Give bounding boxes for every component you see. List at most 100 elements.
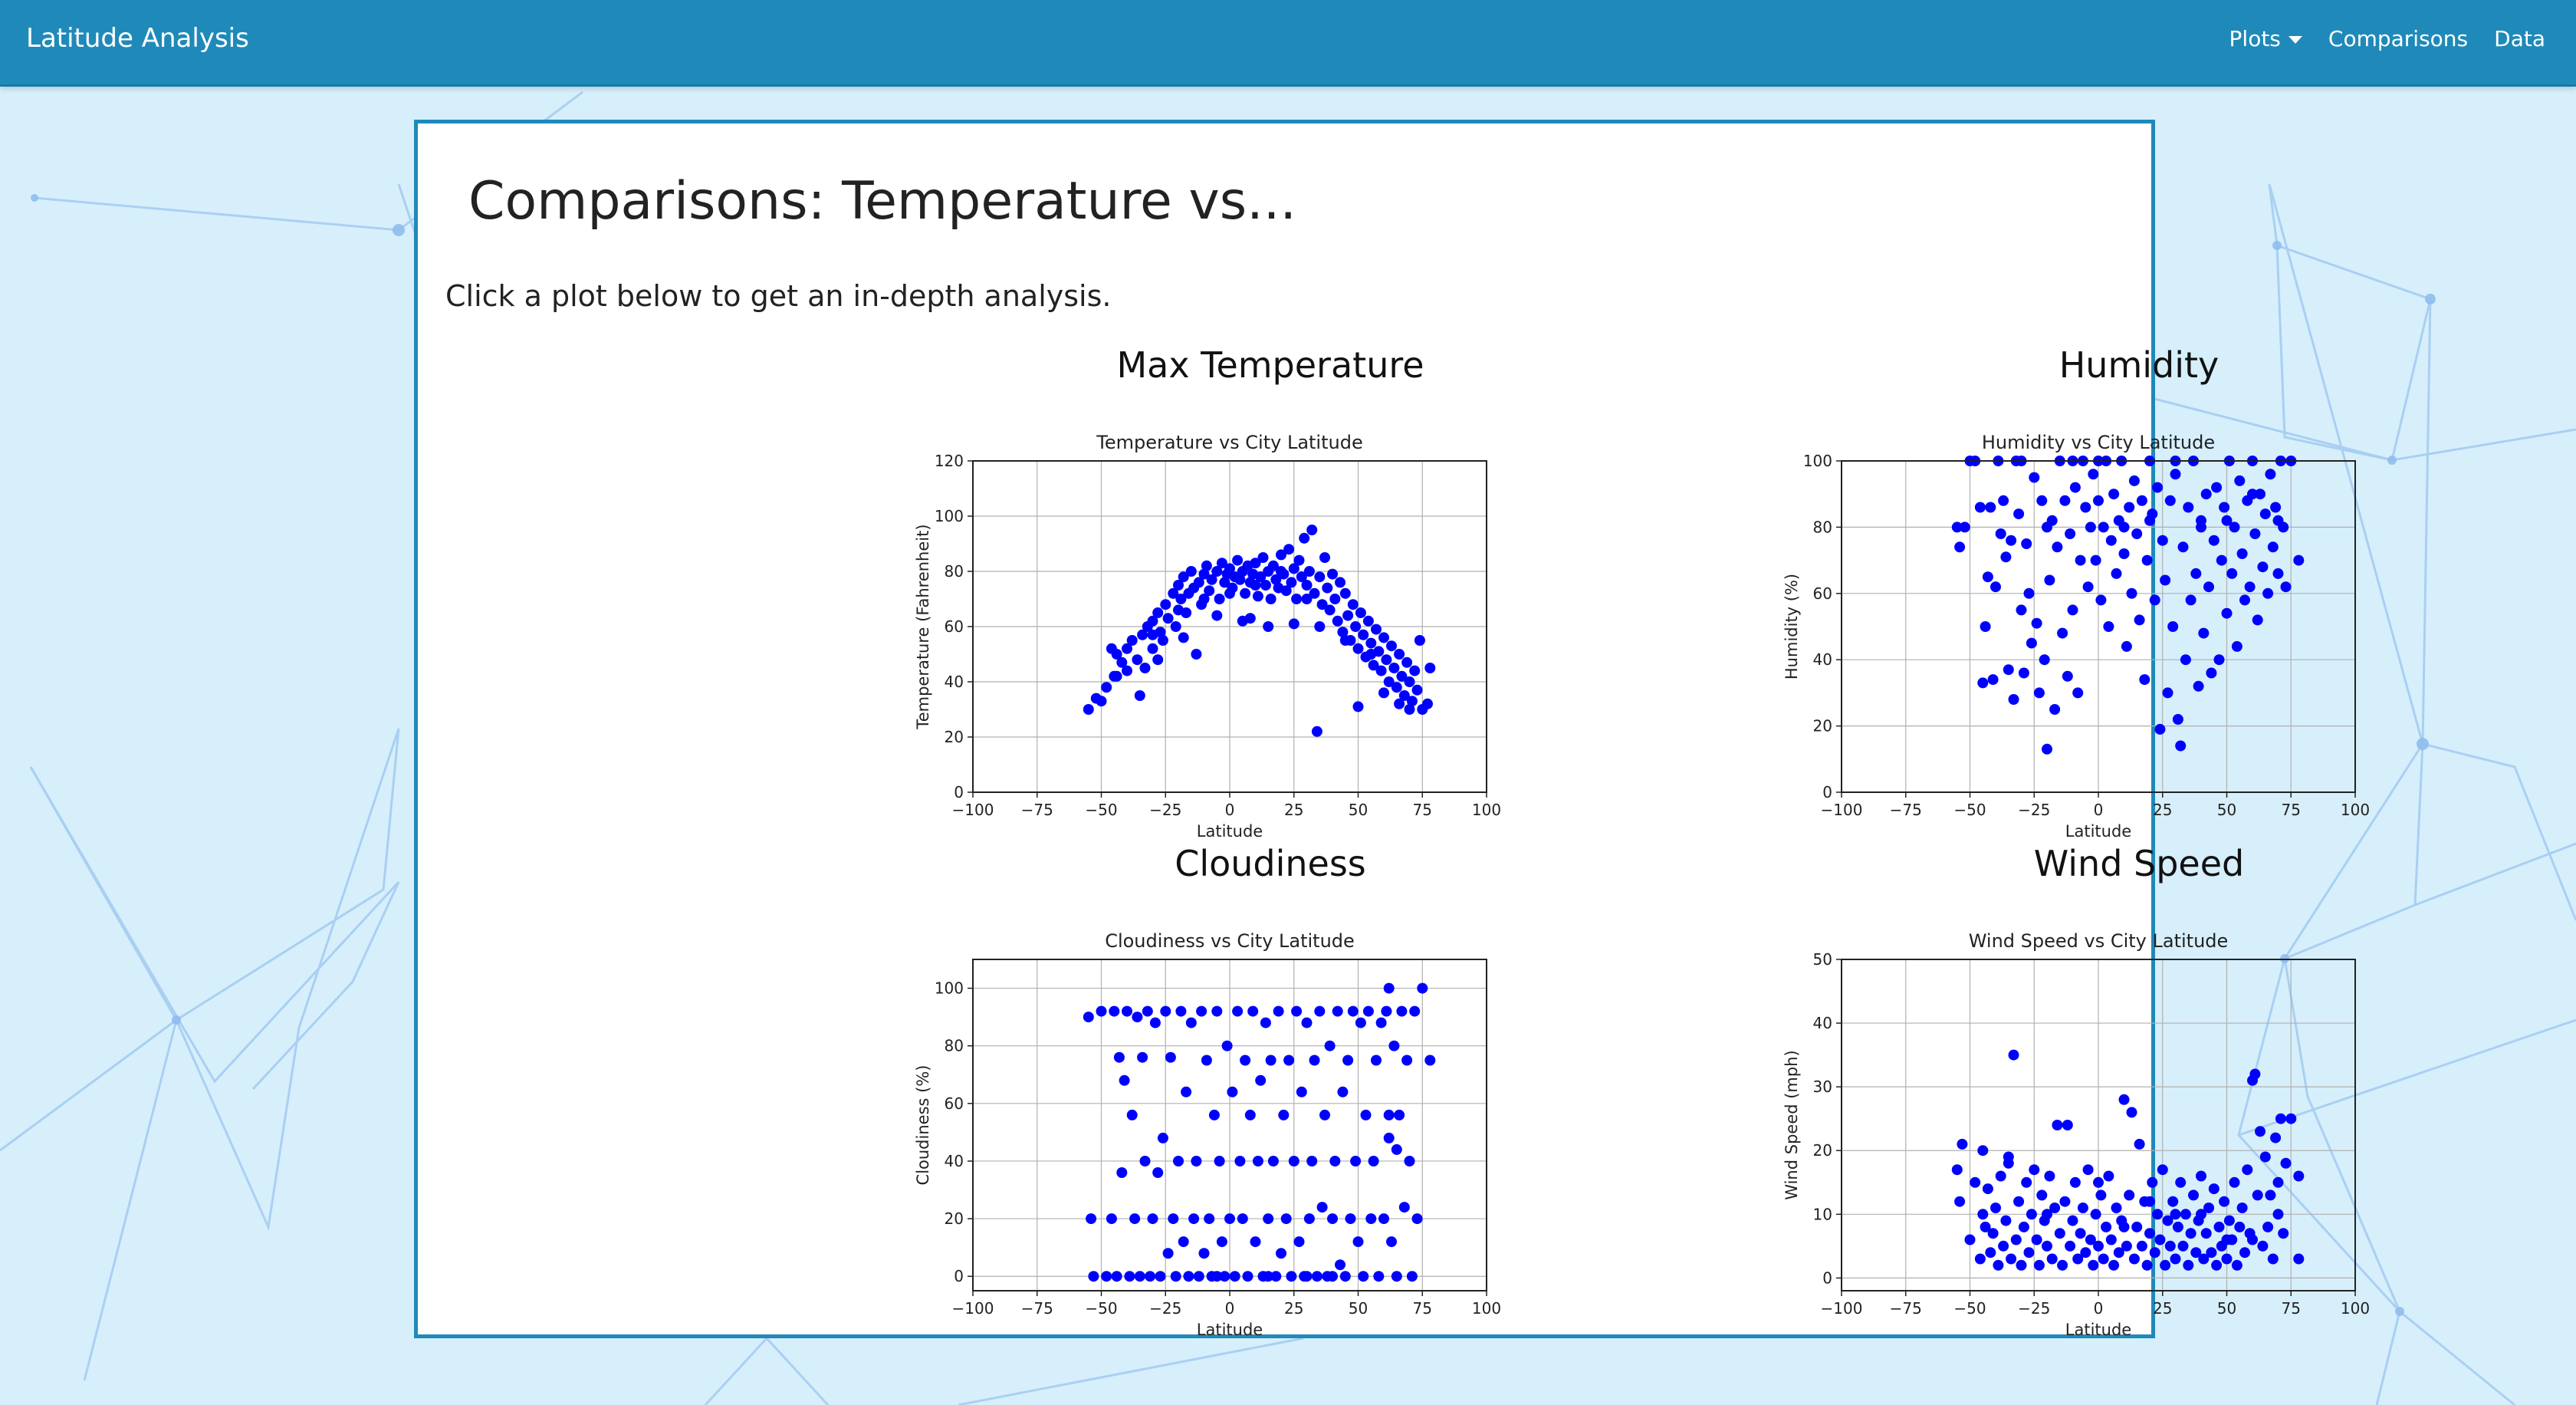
data-point	[1083, 1012, 1094, 1023]
data-point	[1147, 643, 1158, 654]
nav-item-plots[interactable]: Plots	[2229, 26, 2302, 51]
data-point	[1247, 1005, 1259, 1017]
data-point	[2118, 548, 2130, 559]
data-point	[2175, 740, 2187, 752]
data-point	[1250, 580, 1261, 591]
x-tick-label: −50	[1953, 1299, 1986, 1318]
data-point	[2144, 1228, 2155, 1239]
data-point	[2042, 743, 2052, 755]
y-tick-label: 40	[1813, 650, 1832, 669]
data-point	[1193, 577, 1204, 588]
wind-speed-plot[interactable]: Wind Speed vs City Latitude −100 −75 −50 −25…	[1769, 921, 2383, 1351]
data-point	[1954, 1196, 1966, 1207]
data-point	[1122, 665, 1132, 676]
data-point	[2162, 1215, 2174, 1226]
data-point	[1250, 558, 1261, 569]
data-point	[2216, 554, 2227, 566]
data-point	[1162, 613, 1174, 624]
data-point	[1329, 594, 1341, 604]
data-point	[2136, 1240, 2147, 1252]
data-point	[1216, 1236, 1227, 1248]
temperature-plot[interactable]: Temperature vs City Latitude −100 −75 −50 −2…	[901, 423, 1514, 852]
nav-item-data[interactable]: Data	[2494, 26, 2545, 51]
data-point	[1255, 1074, 1267, 1086]
data-point	[2203, 581, 2214, 593]
data-point	[1391, 1271, 1402, 1282]
y-tick-label: 50	[1813, 950, 1832, 969]
data-point	[1424, 663, 1436, 673]
data-point	[1977, 1145, 1989, 1157]
data-point	[2049, 704, 2061, 715]
data-point	[1332, 615, 1343, 627]
data-point	[1122, 1005, 1132, 1017]
y-tick-label: 80	[945, 562, 964, 581]
cloudiness-plot[interactable]: Cloudiness vs City Latitude −100 −75 −50 −25…	[901, 921, 1514, 1351]
data-point	[1358, 1271, 1369, 1282]
data-point	[2196, 522, 2206, 533]
chart-title: Humidity vs City Latitude	[1982, 432, 2215, 453]
data-point	[2280, 1157, 2292, 1169]
data-point	[2036, 495, 2048, 506]
data-point	[2152, 482, 2164, 493]
data-point	[1267, 1156, 1279, 1166]
x-tick-label: −50	[1085, 1299, 1117, 1318]
y-tick-label: 40	[945, 673, 964, 691]
navbar-brand[interactable]: Latitude Analysis	[26, 23, 249, 54]
data-point	[2021, 538, 2032, 549]
data-point	[1980, 1221, 1991, 1232]
humidity-plot[interactable]: Humidity vs City Latitude −100 −75 −50 −25 0 2…	[1769, 423, 2383, 852]
data-point	[2134, 614, 2145, 626]
data-point	[1301, 580, 1313, 591]
data-point	[1982, 571, 1993, 583]
data-point	[2008, 694, 2019, 705]
data-point	[2098, 1253, 2109, 1265]
data-point	[2139, 674, 2150, 686]
data-point	[1165, 1051, 1176, 1063]
data-point	[1373, 1271, 1385, 1282]
data-point	[2113, 1247, 2124, 1259]
data-point	[1168, 587, 1179, 599]
x-tick-label: −25	[2018, 801, 2050, 819]
data-point	[2111, 568, 2122, 579]
data-point	[1132, 654, 1143, 666]
data-point	[1368, 1156, 1379, 1166]
data-point	[2170, 1209, 2181, 1220]
data-point	[1394, 698, 1405, 709]
x-tick-label: −75	[1021, 1299, 1053, 1318]
y-tick-label: 10	[1813, 1205, 1832, 1223]
data-point	[2141, 1259, 2153, 1271]
data-point	[1404, 1156, 1415, 1166]
data-point	[1309, 1055, 1320, 1066]
data-point	[1270, 1271, 1282, 1282]
data-point	[1201, 560, 1212, 571]
data-point	[1267, 560, 1279, 571]
data-point	[1993, 1259, 2004, 1271]
chart-title: Cloudiness vs City Latitude	[1105, 930, 1355, 952]
data-point	[1378, 687, 1389, 699]
data-point	[1345, 1213, 1356, 1225]
data-point	[1234, 574, 1246, 585]
data-point	[1394, 649, 1405, 660]
data-point	[2075, 1228, 2086, 1239]
data-point	[1224, 587, 1235, 599]
data-point	[1352, 1236, 1364, 1248]
data-point	[2154, 1234, 2166, 1245]
data-point	[2203, 1203, 2214, 1213]
data-point	[1332, 1005, 1343, 1017]
x-tick-label: 50	[2217, 801, 2236, 819]
data-point	[1288, 1156, 1300, 1166]
navbar: Latitude Analysis Plots Comparisons Data	[0, 0, 2576, 87]
data-point	[2272, 515, 2284, 526]
data-point	[2262, 1221, 2274, 1232]
data-point	[1221, 1040, 1233, 1051]
data-point	[2126, 1107, 2137, 1118]
data-point	[1293, 554, 1305, 566]
data-point	[2226, 568, 2238, 579]
data-point	[2018, 1221, 2029, 1232]
data-point	[1355, 1017, 1366, 1028]
data-point	[1260, 1017, 1271, 1028]
nav-item-comparisons[interactable]: Comparisons	[2328, 26, 2469, 51]
x-tick-label: −50	[1085, 801, 1117, 819]
data-point	[1211, 610, 1223, 621]
x-tick-label: 0	[1225, 801, 1235, 819]
